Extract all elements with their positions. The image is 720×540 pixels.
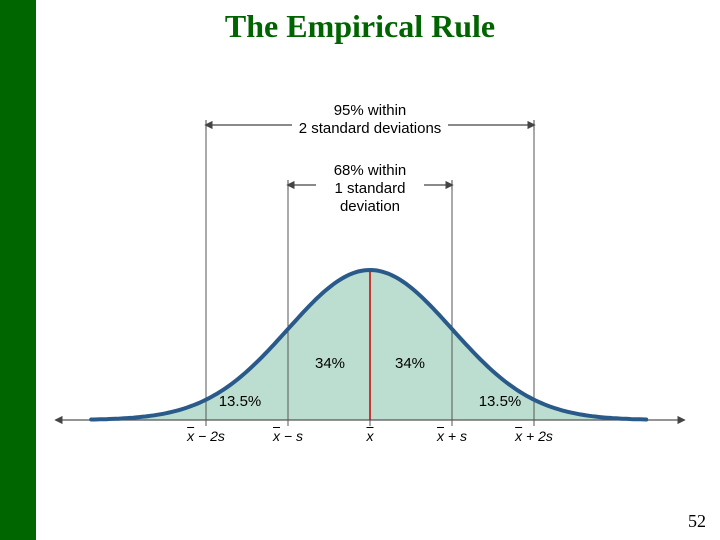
sidebar-accent — [0, 0, 36, 540]
page-number: 52 — [688, 511, 706, 532]
curve-svg — [50, 80, 690, 480]
empirical-rule-diagram: 95% within2 standard deviations 68% with… — [50, 80, 690, 480]
page-title: The Empirical Rule — [0, 8, 720, 45]
